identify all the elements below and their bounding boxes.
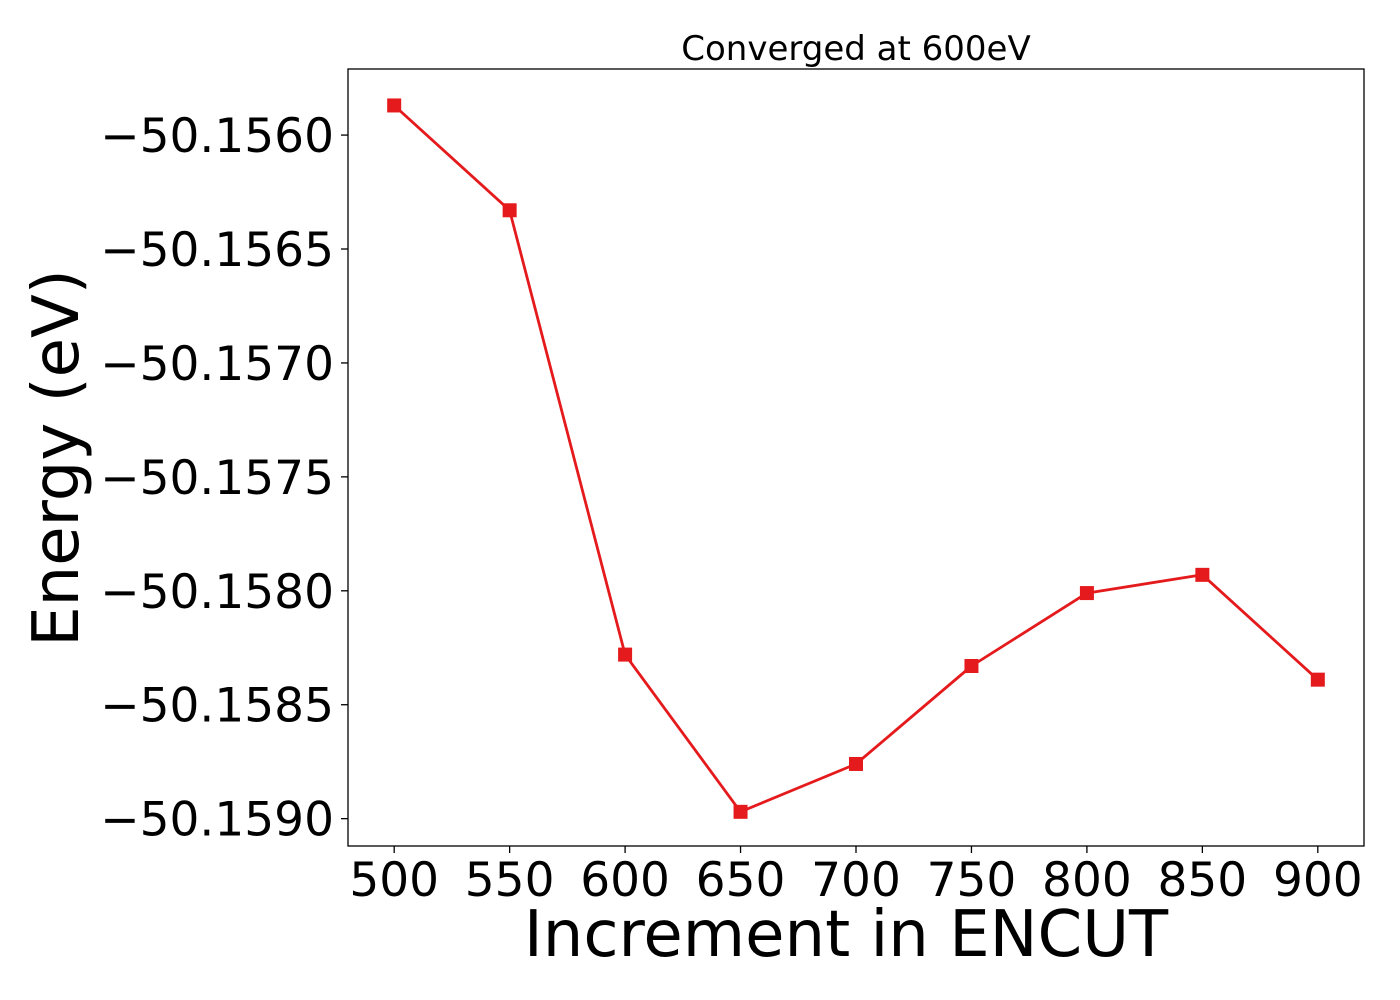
y-tick-label: −50.1575 xyxy=(100,451,334,506)
data-point-marker xyxy=(1079,586,1094,601)
x-tick-label: 900 xyxy=(1273,853,1363,908)
y-tick-label: −50.1565 xyxy=(100,223,334,278)
data-point-marker xyxy=(618,647,633,662)
y-axis-label: Energy (eV) xyxy=(20,269,94,647)
data-point-marker xyxy=(733,804,748,819)
data-point-marker xyxy=(387,98,402,113)
series-layer xyxy=(387,98,1325,819)
x-tick-label: 600 xyxy=(580,853,670,908)
x-axis-label: Increment in ENCUT xyxy=(524,898,1169,972)
y-axis-ticks: −50.1560 −50.1565 −50.1570 −50.1575 −50.1580… xyxy=(100,109,348,848)
y-tick-label: −50.1590 xyxy=(100,793,334,848)
x-tick-label: 700 xyxy=(811,853,901,908)
x-axis-ticks: 500 550 600 650 700 750 800 850 900 xyxy=(349,846,1363,908)
chart-title: Converged at 600eV xyxy=(681,29,1030,69)
data-point-marker xyxy=(1310,672,1325,687)
x-tick-label: 650 xyxy=(696,853,786,908)
y-tick-label: −50.1585 xyxy=(100,679,334,734)
x-tick-label: 550 xyxy=(465,853,555,908)
x-tick-label: 750 xyxy=(927,853,1017,908)
y-tick-label: −50.1580 xyxy=(100,565,334,620)
y-tick-label: −50.1570 xyxy=(100,337,334,392)
plot-area xyxy=(347,68,1365,847)
x-tick-label: 800 xyxy=(1042,853,1132,908)
data-point-marker xyxy=(1195,567,1210,582)
y-tick-label: −50.1560 xyxy=(100,109,334,164)
series-line xyxy=(393,104,1319,814)
plot-frame xyxy=(347,68,1365,847)
data-point-marker xyxy=(502,203,517,218)
data-point-marker xyxy=(849,756,863,771)
data-point-marker xyxy=(964,658,979,673)
x-tick-label: 850 xyxy=(1158,853,1248,908)
x-tick-label: 500 xyxy=(349,853,439,908)
